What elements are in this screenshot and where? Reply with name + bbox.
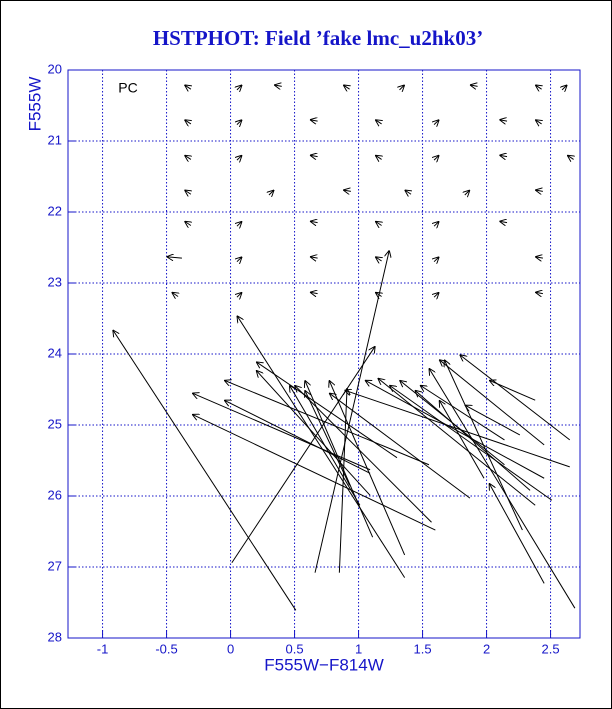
vector-arrow [237, 120, 242, 125]
x-tick-label: -0.5 [155, 641, 177, 656]
vector-arrow [562, 85, 567, 90]
vector-arrow [535, 85, 541, 89]
plot-frame [67, 69, 581, 639]
vector-arrow [400, 85, 405, 90]
vector-arrow [465, 405, 521, 436]
y-tick-label: 25 [48, 416, 62, 431]
vector-arrow [237, 316, 406, 578]
vector-arrow [192, 414, 436, 531]
vector-arrow [499, 221, 508, 222]
vector-arrow [375, 155, 381, 159]
x-tick-label: 0 [227, 641, 234, 656]
vector-arrow [375, 120, 381, 124]
x-axis-label: F555W−F814W [264, 655, 384, 674]
vector-arrow [535, 257, 543, 258]
vector-arrow [460, 355, 571, 441]
vector-arrow [184, 221, 190, 225]
x-tick-label: 1 [355, 641, 362, 656]
vector-arrow [338, 388, 347, 573]
vector-arrow [184, 120, 190, 124]
y-tick-label: 24 [48, 345, 62, 360]
vector-arrow [310, 221, 318, 222]
chart-title: HSTPHOT: Field ’fake lmc_u2hk03’ [153, 26, 483, 50]
vector-arrow [375, 257, 381, 261]
vector-arrow [237, 292, 242, 297]
vector-arrow [465, 190, 470, 195]
vector-arrow [256, 362, 398, 459]
vector-arrow [434, 155, 439, 160]
y-axis-label: F555W [25, 77, 44, 132]
vector-arrow [499, 155, 508, 156]
vector-arrow [310, 155, 318, 156]
x-tick-label: -1 [97, 641, 109, 656]
vector-arrow [256, 370, 371, 496]
vector-arrow [269, 190, 274, 195]
vector-arrow [434, 292, 439, 297]
vector-arrow [274, 85, 282, 86]
vector-arrow [567, 155, 573, 159]
annotation: PC [118, 80, 137, 96]
vector-arrow [237, 155, 242, 160]
vector-arrow [344, 390, 570, 468]
vector-arrow [470, 85, 478, 86]
vector-arrow [343, 85, 349, 89]
vector-arrow [429, 368, 576, 609]
y-tick-label: 26 [48, 487, 62, 502]
vector-arrow [192, 393, 371, 471]
vector-arrow [167, 257, 182, 258]
vector-arrow [434, 221, 439, 226]
vector-arrow [113, 330, 297, 611]
x-tick-label: 1.5 [414, 641, 432, 656]
vector-arrow [420, 385, 505, 441]
vector-arrow [378, 378, 536, 506]
vector-arrow [314, 250, 389, 573]
vector-arrow [434, 120, 439, 125]
y-tick-label: 20 [48, 61, 62, 76]
vector-arrow [305, 390, 351, 486]
x-tick-label: 2.5 [542, 641, 560, 656]
vector-arrow [405, 190, 411, 194]
vector-arrow [224, 380, 430, 466]
vector-arrow [184, 85, 190, 89]
vector-arrow [499, 120, 508, 121]
vector-arrow [310, 292, 318, 293]
y-tick-label: 28 [48, 629, 62, 644]
vector-arrow [289, 385, 361, 506]
vector-arrow [375, 221, 381, 225]
vector-arrow [439, 360, 545, 446]
y-tick-label: 23 [48, 274, 62, 289]
vector-arrow [365, 380, 545, 479]
vector-arrow [310, 120, 318, 121]
vector-arrow [224, 400, 371, 474]
vector-arrow [343, 190, 351, 191]
vector-arrow [375, 292, 381, 296]
vector-arrow [489, 483, 545, 584]
vector-arrow [237, 85, 242, 90]
vector-arrow [184, 155, 190, 159]
vector-arrow [535, 120, 541, 124]
vector-arrow [329, 380, 406, 556]
y-tick-label: 22 [48, 203, 62, 218]
vector-arrow [389, 385, 553, 501]
x-tick-label: 2 [483, 641, 490, 656]
x-tick-label: 0.5 [286, 641, 304, 656]
y-tick-label: 27 [48, 558, 62, 573]
vector-arrow [434, 257, 439, 262]
vector-arrow [444, 360, 523, 531]
vector-arrow [535, 292, 543, 293]
vector-arrow [535, 190, 543, 191]
vector-arrow [172, 292, 178, 296]
vector-arrow [237, 257, 242, 262]
y-tick-label: 21 [48, 132, 62, 147]
vector-arrow [439, 400, 485, 479]
vector-arrow [237, 221, 242, 226]
vector-arrow [310, 257, 318, 258]
vector-arrow [231, 346, 375, 564]
vector-arrow [305, 380, 374, 538]
vector-arrow [295, 385, 432, 523]
vector-arrow [184, 190, 190, 194]
